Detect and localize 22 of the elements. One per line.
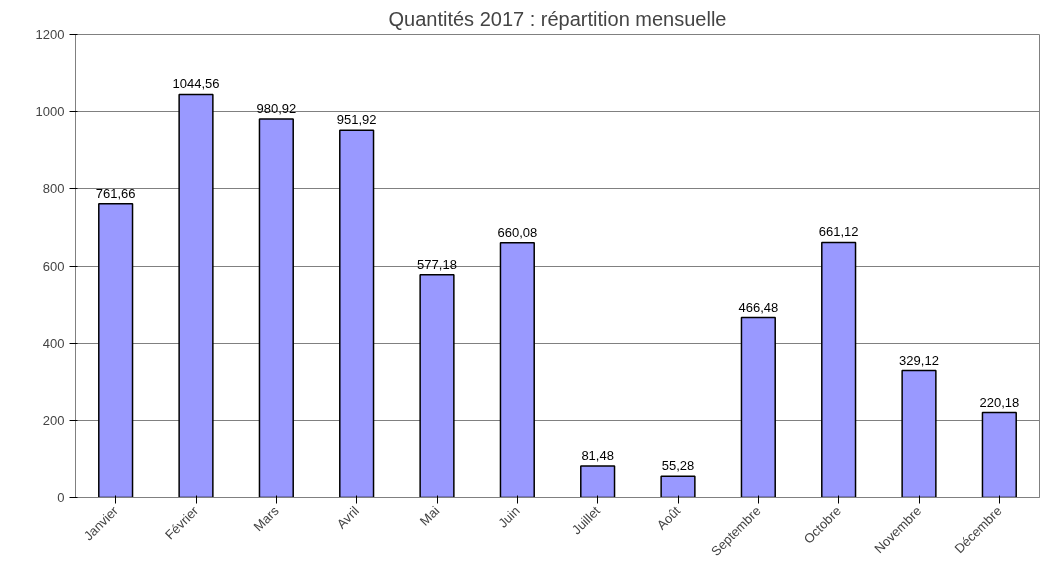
y-tick-label: 1000 [35, 104, 65, 120]
data-label: 81,48 [581, 448, 614, 464]
y-tick-label: 1200 [35, 27, 65, 42]
data-label: 951,92 [336, 112, 377, 128]
y-tick-label: 0 [57, 490, 65, 505]
x-tick-label: Mai [416, 503, 443, 529]
data-label: 329,12 [899, 352, 939, 368]
data-label: 661,12 [818, 224, 859, 240]
data-label: 577,18 [417, 256, 457, 272]
data-label: 761,66 [95, 185, 136, 201]
y-tick-label: 800 [42, 181, 65, 197]
data-label: 1044,56 [172, 76, 220, 92]
y-tick-label: 200 [42, 412, 65, 428]
data-label: 55,28 [661, 458, 695, 474]
y-tick-label: 600 [42, 258, 65, 274]
data-label: 466,48 [738, 299, 779, 315]
data-label: 660,08 [497, 224, 538, 240]
data-label: 980,92 [256, 101, 297, 117]
y-tick-label: 400 [42, 335, 65, 351]
chart-title: Quantités 2017 : répartition mensuelle [388, 7, 727, 30]
x-tick-label: Juin [495, 503, 523, 531]
data-label: 220,18 [979, 394, 1020, 410]
